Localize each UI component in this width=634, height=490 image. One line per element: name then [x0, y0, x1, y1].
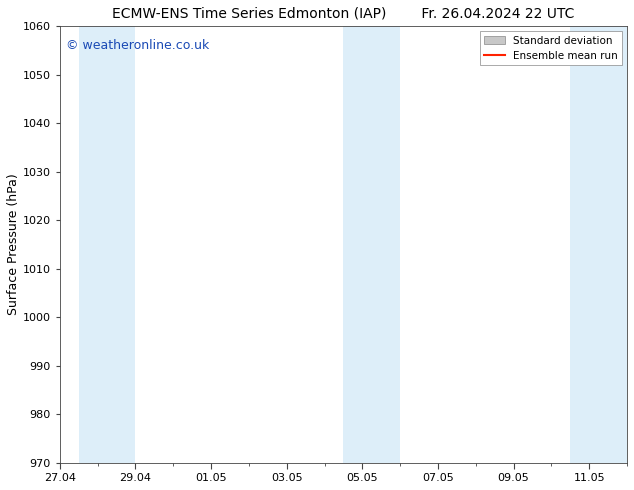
Bar: [571, 26, 634, 463]
Title: ECMW-ENS Time Series Edmonton (IAP)        Fr. 26.04.2024 22 UTC: ECMW-ENS Time Series Edmonton (IAP) Fr. …: [112, 7, 574, 21]
Bar: [79, 26, 136, 463]
Bar: [344, 26, 400, 463]
Text: © weatheronline.co.uk: © weatheronline.co.uk: [65, 39, 209, 52]
Legend: Standard deviation, Ensemble mean run: Standard deviation, Ensemble mean run: [479, 31, 622, 65]
Y-axis label: Surface Pressure (hPa): Surface Pressure (hPa): [7, 173, 20, 316]
